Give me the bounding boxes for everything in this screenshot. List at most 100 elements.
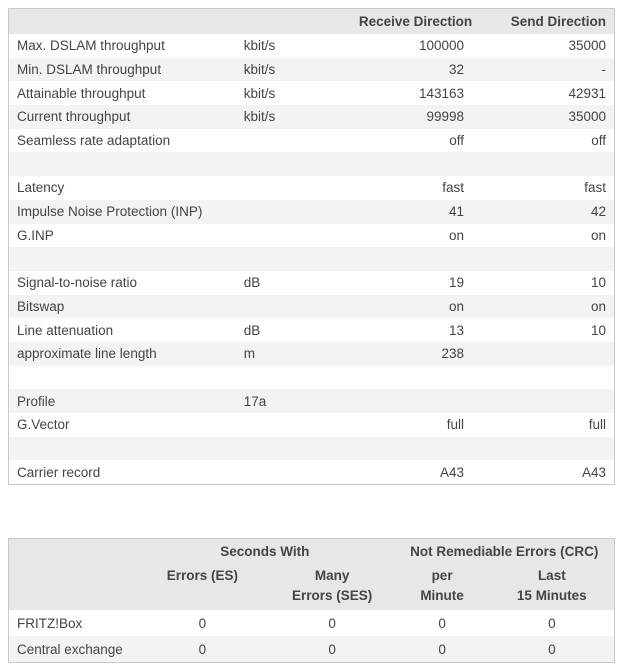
row-send-value: 42 (590, 204, 606, 220)
row-send-value: 10 (590, 275, 606, 291)
col-header-last-15-minutes: Last 15 Minutes (489, 564, 615, 611)
row-label: Line attenuation (17, 322, 114, 338)
many-errors-ses-value: 0 (328, 641, 336, 657)
row-label: G.INP (17, 227, 54, 243)
table-row: Impulse Noise Protection (INP) 41 42 (8, 199, 615, 224)
row-label (9, 247, 236, 271)
col-header-many-errors-ses: Many Errors (SES) (269, 564, 395, 611)
row-unit (236, 224, 351, 248)
row-receive-value: on (449, 227, 465, 243)
row-unit (236, 176, 351, 200)
row-label: Carrier record (17, 464, 101, 480)
row-unit (236, 247, 351, 271)
col-header-errors-es: Errors (ES) (135, 564, 270, 611)
row-unit: kbit/s (243, 85, 276, 101)
row-receive-value (351, 389, 472, 413)
error-subheader-empty (8, 564, 136, 611)
row-receive-value: 32 (449, 62, 465, 78)
row-send-value: fast (584, 180, 606, 196)
row-send-value: - (601, 62, 607, 78)
table-row: Line attenuation dB 13 10 (9, 318, 615, 342)
row-send-value: A43 (581, 464, 606, 480)
row-unit: dB (243, 322, 261, 338)
col-header-per-minute: per Minute (394, 564, 490, 611)
col-header-line1: per (431, 568, 453, 584)
row-label: Impulse Noise Protection (INP) (17, 204, 203, 220)
row-receive-value (351, 437, 472, 461)
row-label: approximate line length (17, 346, 157, 362)
crc-per-minute-value: 0 (438, 615, 446, 631)
row-receive-value: 100000 (419, 38, 465, 54)
row-label (9, 152, 236, 176)
col-header-line1: Last (537, 568, 566, 584)
table-row: Profile 17a (8, 389, 615, 413)
errors-es-value: 0 (198, 641, 207, 657)
row-send-value: full (588, 417, 606, 433)
row-label: Profile (17, 393, 56, 409)
row-label: Max. DSLAM throughput (17, 38, 165, 54)
row-receive-value: 19 (449, 275, 465, 291)
row-label: Signal-to-noise ratio (17, 275, 138, 291)
row-unit: kbit/s (243, 109, 276, 125)
many-errors-ses-value: 0 (328, 615, 336, 631)
error-table-header: Seconds With Not Remediable Errors (CRC)… (8, 538, 615, 611)
row-label (9, 437, 236, 461)
row-receive-value: 143163 (419, 85, 465, 101)
spacer-row (9, 366, 615, 390)
row-label: Attainable throughput (17, 85, 146, 101)
dsl-header-send-direction: Send Direction (472, 8, 615, 34)
error-table-body: FRITZ!Box 0 0 0 0 Central exchange 0 0 0… (8, 610, 615, 663)
row-unit (236, 437, 351, 461)
row-receive-value: full (446, 417, 465, 433)
row-receive-value: A43 (440, 464, 465, 480)
crc-last-15-minutes-value: 0 (548, 641, 556, 657)
row-label: Current throughput (17, 109, 131, 125)
row-label: Latency (17, 180, 65, 196)
row-unit: dB (243, 275, 261, 291)
col-header-line1: Many (314, 568, 350, 584)
row-receive-value: 41 (449, 204, 465, 220)
row-receive-value: fast (442, 180, 465, 196)
table-row-central-exchange: Central exchange 0 0 0 0 (8, 636, 615, 663)
table-row: Seamless rate adaptation off off (9, 129, 615, 153)
row-label: Bitswap (17, 298, 65, 314)
dsl-header-empty-label (8, 8, 236, 34)
row-send-value (472, 437, 614, 461)
row-unit: m (243, 346, 255, 362)
dsl-header-empty-unit (235, 8, 351, 34)
row-receive-value: 13 (449, 322, 465, 338)
table-row: Attainable throughput kbit/s 143163 4293… (9, 81, 615, 105)
group-header-crc-errors: Not Remediable Errors (CRC) (394, 538, 615, 565)
table-row: Carrier record A43 A43 (9, 460, 615, 484)
row-send-value: off (591, 133, 606, 149)
table-row: Signal-to-noise ratio dB 19 10 (9, 271, 615, 295)
dsl-header-row: Receive Direction Send Direction (8, 8, 615, 34)
error-sub-header-row: Errors (ES) Many Errors (SES) per Minute L… (8, 564, 615, 611)
row-send-value (472, 389, 614, 413)
col-header-line2: Errors (SES) (291, 587, 373, 603)
table-row: Latency fast fast (9, 176, 615, 200)
row-label: Central exchange (17, 641, 123, 657)
col-header-line1: Errors (ES) (166, 568, 239, 584)
row-receive-value: on (449, 298, 465, 314)
row-label: FRITZ!Box (17, 615, 83, 631)
row-send-value (472, 152, 614, 176)
row-unit: kbit/s (243, 62, 276, 78)
row-label: Min. DSLAM throughput (17, 62, 162, 78)
row-send-value: 35000 (568, 109, 606, 125)
row-send-value: 10 (590, 322, 606, 338)
col-header-line2: 15 Minutes (516, 587, 587, 603)
table-row: G.Vector full full (9, 413, 615, 437)
row-unit (236, 152, 351, 176)
row-send-value: 42931 (568, 85, 606, 101)
row-receive-value (351, 247, 472, 271)
spacer-row (8, 152, 615, 177)
row-label (9, 366, 236, 390)
dsl-table-body: Max. DSLAM throughput kbit/s 100000 3500… (8, 34, 615, 485)
dsl-stats-table: Receive Direction Send Direction Max. DS… (8, 8, 615, 486)
spacer-row (8, 436, 615, 461)
row-label: Seamless rate adaptation (17, 133, 171, 149)
col-header-line2: Minute (420, 587, 464, 603)
crc-per-minute-value: 0 (438, 641, 446, 657)
dsl-table-header: Receive Direction Send Direction (8, 8, 615, 34)
